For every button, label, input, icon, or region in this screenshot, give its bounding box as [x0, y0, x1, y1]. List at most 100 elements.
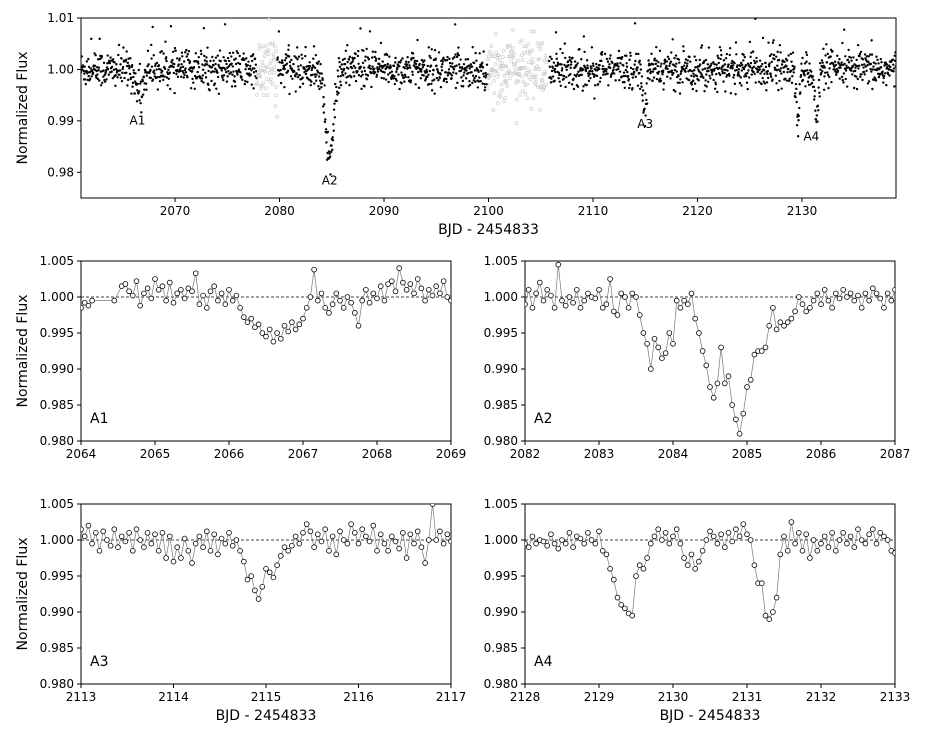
data-point	[509, 59, 514, 64]
data-point	[732, 76, 735, 79]
data-point	[411, 52, 415, 55]
data-point	[805, 53, 809, 57]
data-point	[427, 46, 431, 49]
data-point	[331, 148, 334, 152]
data-point	[196, 75, 199, 79]
dip-annotation: A3	[637, 117, 653, 131]
data-point	[700, 44, 704, 47]
data-point	[406, 55, 409, 59]
data-point	[407, 281, 414, 287]
data-point	[608, 66, 612, 70]
data-point	[227, 70, 230, 73]
data-point	[636, 312, 643, 318]
data-point	[152, 69, 156, 72]
data-point	[363, 286, 369, 293]
data-point	[289, 319, 295, 326]
data-point	[344, 81, 348, 84]
data-point	[455, 72, 458, 75]
data-point	[558, 80, 561, 83]
data-point	[260, 44, 265, 49]
data-point	[291, 77, 294, 80]
data-point	[518, 40, 522, 44]
data-point	[170, 60, 173, 64]
data-point	[670, 51, 673, 54]
data-point	[861, 58, 865, 61]
data-point	[766, 72, 769, 76]
panel-plot-area	[81, 504, 451, 602]
data-point	[130, 64, 134, 67]
data-point	[244, 79, 247, 83]
data-point	[417, 70, 420, 74]
data-point	[565, 68, 568, 71]
data-point	[674, 54, 678, 57]
data-point	[527, 51, 532, 56]
data-point	[632, 73, 635, 76]
data-point	[744, 384, 750, 390]
data-point	[765, 89, 768, 92]
data-point	[526, 68, 531, 72]
data-point	[219, 60, 222, 63]
data-point	[184, 67, 187, 70]
data-point	[156, 88, 159, 91]
data-point	[779, 67, 783, 70]
data-point	[843, 67, 847, 70]
data-point	[262, 93, 266, 97]
data-point	[625, 54, 628, 57]
x-tick-label: 2133	[880, 690, 911, 704]
data-point	[91, 71, 95, 75]
data-point	[806, 80, 810, 83]
data-point	[659, 355, 665, 362]
data-point	[626, 74, 630, 78]
data-point	[846, 58, 850, 62]
data-point	[308, 61, 311, 64]
data-point	[376, 70, 380, 73]
data-point	[317, 85, 320, 88]
data-point	[524, 44, 529, 49]
data-point	[561, 51, 564, 55]
data-point	[400, 82, 403, 85]
data-point	[133, 278, 140, 284]
data-point	[304, 72, 308, 76]
data-point	[373, 71, 377, 74]
data-point	[629, 612, 636, 619]
data-point	[248, 315, 255, 322]
data-point	[698, 58, 701, 62]
data-point	[329, 301, 336, 308]
data-point	[844, 540, 850, 547]
data-point	[121, 67, 124, 71]
data-point	[96, 73, 99, 76]
data-point	[352, 71, 355, 74]
series-line	[525, 264, 895, 434]
data-point	[415, 59, 419, 63]
data-point	[529, 107, 534, 111]
data-point	[339, 83, 343, 87]
data-point	[517, 72, 522, 76]
data-point	[807, 71, 810, 75]
data-point	[330, 144, 333, 147]
data-point	[159, 529, 166, 536]
data-point	[832, 547, 839, 554]
data-point	[180, 51, 184, 54]
data-point	[621, 55, 624, 59]
data-point	[109, 56, 112, 59]
data-point	[212, 59, 215, 62]
data-point	[706, 63, 710, 66]
data-point	[733, 82, 737, 86]
data-point	[662, 529, 669, 536]
data-point	[697, 79, 700, 82]
data-point	[89, 540, 95, 547]
data-point	[93, 529, 99, 536]
data-point	[281, 61, 284, 64]
data-point	[213, 82, 217, 85]
data-point	[143, 88, 146, 91]
data-point	[448, 538, 451, 545]
data-point	[762, 344, 769, 351]
data-point	[525, 82, 529, 87]
data-point	[281, 73, 285, 77]
data-point	[388, 71, 392, 74]
data-point	[304, 45, 307, 49]
data-point	[261, 81, 266, 85]
data-point	[491, 108, 496, 112]
data-point	[718, 66, 721, 70]
data-point	[230, 55, 233, 58]
